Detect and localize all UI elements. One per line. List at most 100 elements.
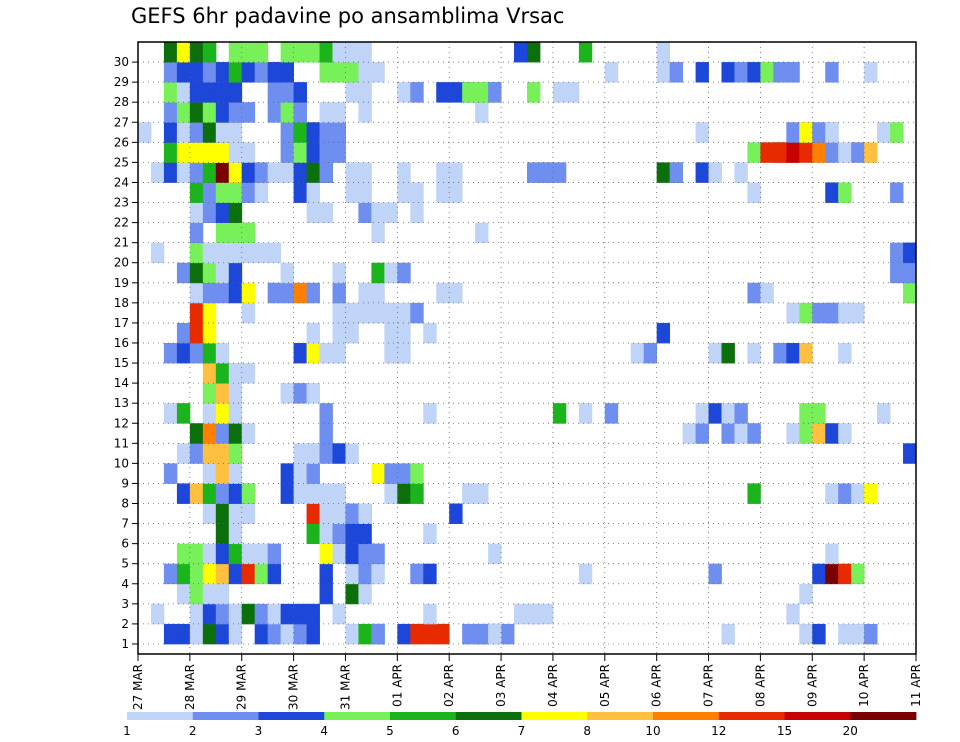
x-tick-label-13: 09 APR (805, 664, 819, 707)
heatmap-cell-m16-x15 (332, 322, 346, 344)
heatmap-cell-m29-x47 (747, 62, 761, 83)
y-tick-label-24: 24 (114, 175, 129, 189)
heatmap-cell-m11-x43 (695, 423, 709, 444)
heatmap-cell-m28-x3 (176, 82, 191, 103)
heatmap-cell-m15-x19 (384, 342, 398, 364)
heatmap-cell-m10-x16 (345, 443, 359, 464)
heatmap-cell-m2-x9 (254, 603, 269, 625)
heatmap-cell-m10-x4 (189, 443, 204, 464)
heatmap-cell-m29-x17 (358, 62, 372, 83)
heatmap-cell-m11-x5 (202, 423, 217, 444)
heatmap-cell-m18-x23 (436, 282, 450, 304)
heatmap-cell-m29-x3 (176, 62, 191, 83)
heatmap-cell-m28-x23 (436, 82, 450, 103)
heatmap-cell-m8-x47 (747, 483, 761, 504)
heatmap-cell-m4-x2 (163, 563, 178, 585)
heatmap-cell-m15-x12 (293, 342, 307, 364)
heatmap-cell-m25-x47 (747, 142, 761, 163)
heatmap-cell-m16-x22 (423, 322, 437, 344)
heatmap-cell-m20-x1 (150, 242, 165, 264)
heatmap-cell-m10-x13 (306, 443, 320, 464)
heatmap-cell-m16-x16 (345, 322, 359, 344)
y-tick-label-18: 18 (114, 296, 129, 310)
heatmap-cell-m29-x18 (371, 62, 385, 83)
legend-label-3: 3 (255, 724, 263, 738)
heatmap-cell-m28-x10 (267, 82, 282, 103)
heatmap-cell-m5-x6 (215, 543, 230, 565)
heatmap-cell-m29-x43 (695, 62, 709, 83)
heatmap-cell-m2-x4 (189, 603, 204, 625)
x-tick-label-2: 29 MAR (235, 664, 249, 710)
heatmap-cell-m3-x4 (189, 583, 204, 605)
heatmap-cell-m15-x2 (163, 342, 178, 364)
heatmap-cell-m23-x24 (449, 182, 463, 203)
heatmap-cell-m15-x4 (189, 342, 204, 364)
heatmap-cell-m30-x29 (514, 42, 528, 63)
heatmap-cell-m19-x6 (215, 262, 230, 284)
heatmap-cell-m3-x14 (319, 583, 333, 605)
heatmap-cell-m15-x51 (799, 342, 813, 364)
heatmap-cell-m1-x5 (202, 623, 217, 645)
heatmap-cell-m28-x2 (163, 82, 178, 103)
heatmap-cell-m25-x51 (799, 142, 813, 163)
x-tick-label-7: 03 APR (494, 664, 508, 707)
heatmap-cell-m6-x15 (332, 523, 346, 545)
heatmap-cell-m13-x12 (293, 383, 307, 404)
heatmap-cell-m15-x13 (306, 342, 320, 364)
heatmap-cell-m29-x9 (254, 62, 269, 83)
x-tick-label-10: 06 APR (650, 664, 664, 707)
y-tick-label-13: 13 (114, 396, 129, 410)
heatmap-cell-m24-x4 (189, 162, 204, 183)
heatmap-cell-m11-x14 (319, 423, 333, 444)
heatmap-cell-m17-x20 (397, 302, 411, 324)
heatmap-cell-m28-x33 (565, 82, 580, 103)
heatmap-cell-m23-x9 (254, 182, 269, 203)
heatmap-cell-m24-x11 (280, 162, 294, 183)
heatmap-cell-m24-x20 (397, 162, 411, 183)
heatmap-cell-m4-x10 (267, 563, 282, 585)
heatmap-cell-m27-x3 (176, 102, 191, 123)
heatmap-cell-m20-x59 (903, 242, 917, 264)
heatmap-cell-m24-x46 (734, 162, 748, 183)
legend-label-12: 12 (711, 724, 726, 738)
heatmap-cell-m24-x9 (254, 162, 269, 183)
heatmap-cell-m19-x11 (280, 262, 294, 284)
legend-label-8: 8 (583, 724, 591, 738)
heatmap-cell-m4-x18 (371, 563, 385, 585)
y-tick-label-23: 23 (114, 196, 129, 210)
heatmap-cell-m29-x40 (656, 62, 671, 83)
heatmap-cell-m23-x20 (397, 182, 411, 203)
heatmap-cell-m4-x52 (812, 563, 826, 585)
heatmap-cell-m22-x14 (319, 202, 333, 223)
heatmap-cell-m10-x3 (176, 443, 191, 464)
heatmap-cell-m13-x6 (215, 383, 230, 404)
heatmap-cell-m12-x44 (708, 403, 722, 424)
heatmap-cell-m30-x30 (527, 42, 541, 63)
heatmap-cell-m3-x5 (202, 583, 217, 605)
heatmap-cell-m9-x18 (371, 463, 385, 484)
heatmap-cell-m8-x20 (397, 483, 411, 504)
legend-swatch-5 (455, 712, 522, 720)
heatmap-cell-m8-x54 (838, 483, 852, 504)
y-tick-label-10: 10 (114, 456, 129, 470)
heatmap-cell-m2-x30 (527, 603, 554, 625)
heatmap-cell-m15-x14 (319, 342, 333, 364)
heatmap-cell-m11-x50 (786, 423, 800, 444)
heatmap-cell-m24-x12 (293, 162, 307, 183)
heatmap-cell-m3-x16 (345, 583, 359, 605)
heatmap-cell-m25-x12 (293, 142, 307, 163)
heatmap-cell-m29-x2 (163, 62, 178, 83)
heatmap-cell-m12-x51 (799, 403, 826, 424)
heatmap-cell-m2-x10 (267, 603, 282, 625)
heatmap-cell-m5-x27 (488, 543, 502, 565)
heatmap-cell-m30-x40 (656, 42, 671, 63)
x-tick-label-12: 08 APR (753, 664, 767, 707)
heatmap-cell-m26-x58 (890, 122, 904, 143)
heatmap-cell-m30-x16 (345, 42, 359, 63)
heatmap-cell-m12-x46 (734, 403, 748, 424)
heatmap-cell-m3-x6 (215, 583, 230, 605)
heatmap-cell-m12-x14 (319, 403, 333, 424)
plot-frame (137, 41, 917, 655)
heatmap-cell-m22-x18 (371, 202, 385, 223)
heatmap-cell-m24-x1 (150, 162, 165, 183)
